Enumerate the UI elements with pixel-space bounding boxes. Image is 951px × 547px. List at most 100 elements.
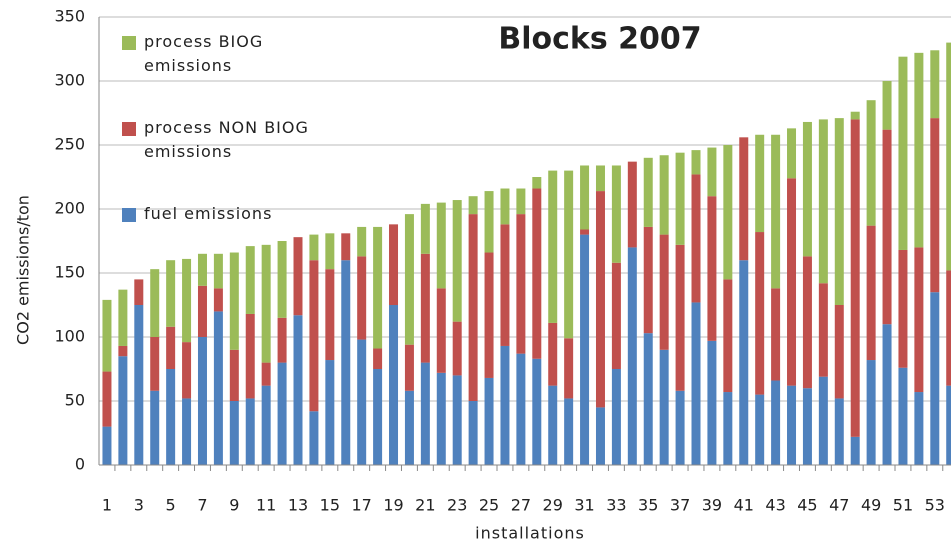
bar-segment	[229, 252, 239, 350]
bar-segment	[150, 390, 160, 465]
x-tick-label: 47	[829, 496, 849, 515]
legend-swatch	[122, 122, 136, 136]
bar-segment	[118, 356, 128, 465]
legend-item: fuel emissions	[122, 202, 347, 226]
bar-segment	[755, 134, 765, 233]
bar-segment	[611, 262, 621, 369]
bar-segment	[930, 292, 940, 465]
bar-segment	[914, 52, 924, 248]
y-tick-label: 250	[54, 135, 85, 154]
bar-segment	[627, 247, 637, 465]
bar-segment	[182, 342, 192, 399]
bar-segment	[659, 155, 669, 235]
bar-segment	[818, 119, 828, 284]
x-tick-label: 15	[320, 496, 340, 515]
bar-segment	[102, 371, 112, 427]
bar-segment	[787, 128, 797, 179]
bar-segment	[452, 375, 462, 465]
legend-swatch	[122, 208, 136, 222]
bar-segment	[229, 401, 239, 465]
bar-segment	[643, 157, 653, 227]
bar-segment	[691, 150, 701, 175]
x-tick-label: 25	[479, 496, 499, 515]
bar-segment	[532, 358, 542, 465]
bar-segment	[166, 260, 176, 327]
bar-segment	[564, 398, 574, 465]
bar-segment	[882, 81, 892, 130]
bar-segment	[516, 214, 526, 354]
bar-segment	[325, 269, 335, 361]
bar-segment	[166, 369, 176, 465]
bar-segment	[866, 360, 876, 465]
x-tick-label: 45	[797, 496, 817, 515]
bar-segment	[850, 436, 860, 465]
legend-item: process BIOG emissions	[122, 30, 347, 78]
y-tick-label: 350	[54, 7, 85, 26]
bar-segment	[500, 345, 510, 465]
bar-segment	[739, 137, 749, 261]
x-tick-label: 3	[134, 496, 144, 515]
x-tick-label: 49	[861, 496, 881, 515]
bar-segment	[277, 317, 287, 363]
bar-segment	[229, 349, 239, 401]
bar-segment	[627, 161, 637, 248]
bar-segment	[293, 237, 303, 316]
bar-segment	[866, 100, 876, 226]
bar-segment	[946, 42, 951, 271]
bar-segment	[930, 118, 940, 293]
bar-segment	[802, 388, 812, 465]
bar-segment	[739, 260, 749, 465]
bar-segment	[659, 234, 669, 350]
bar-segment	[914, 247, 924, 393]
bar-segment	[723, 279, 733, 393]
x-tick-label: 7	[197, 496, 207, 515]
bar-segment	[118, 289, 128, 346]
y-tick-label: 50	[65, 391, 85, 410]
x-tick-label: 13	[288, 496, 308, 515]
bar-segment	[691, 302, 701, 465]
chart-title: Blocks 2007	[498, 22, 701, 57]
bar-segment	[802, 256, 812, 389]
bar-segment	[102, 299, 112, 372]
bar-segment	[516, 353, 526, 465]
bar-segment	[404, 390, 414, 465]
bar-segment	[564, 170, 574, 339]
bar-segment	[850, 119, 860, 437]
bar-segment	[389, 224, 399, 305]
bar-segment	[787, 385, 797, 465]
bar-segment	[404, 214, 414, 345]
legend-label: process NON BIOG emissions	[144, 118, 309, 161]
bar-segment	[643, 226, 653, 334]
legend-swatch	[122, 36, 136, 50]
bar-segment	[723, 392, 733, 465]
bar-segment	[675, 152, 685, 245]
x-tick-label: 1	[102, 496, 112, 515]
bar-segment	[595, 191, 605, 408]
bar-segment	[611, 369, 621, 465]
bar-segment	[834, 305, 844, 399]
bar-segment	[898, 367, 908, 465]
bar-segment	[150, 269, 160, 337]
bar-segment	[373, 369, 383, 465]
bar-segment	[261, 244, 271, 363]
bar-segment	[643, 333, 653, 465]
bar-segment	[755, 232, 765, 395]
bar-segment	[197, 337, 207, 465]
bar-segment	[373, 348, 383, 369]
bar-segment	[930, 50, 940, 119]
x-tick-label: 53	[925, 496, 945, 515]
x-tick-label: 33	[606, 496, 626, 515]
bar-segment	[771, 134, 781, 289]
bar-segment	[102, 426, 112, 465]
x-tick-label: 21	[415, 496, 435, 515]
bar-segment	[818, 283, 828, 377]
bar-segment	[834, 398, 844, 465]
x-tick-label: 5	[166, 496, 176, 515]
y-tick-label: 100	[54, 327, 85, 346]
legend-label: fuel emissions	[144, 204, 273, 223]
y-axis-label: CO2 emissions/ton	[14, 195, 33, 345]
bar-segment	[452, 321, 462, 376]
x-tick-label: 51	[893, 496, 913, 515]
